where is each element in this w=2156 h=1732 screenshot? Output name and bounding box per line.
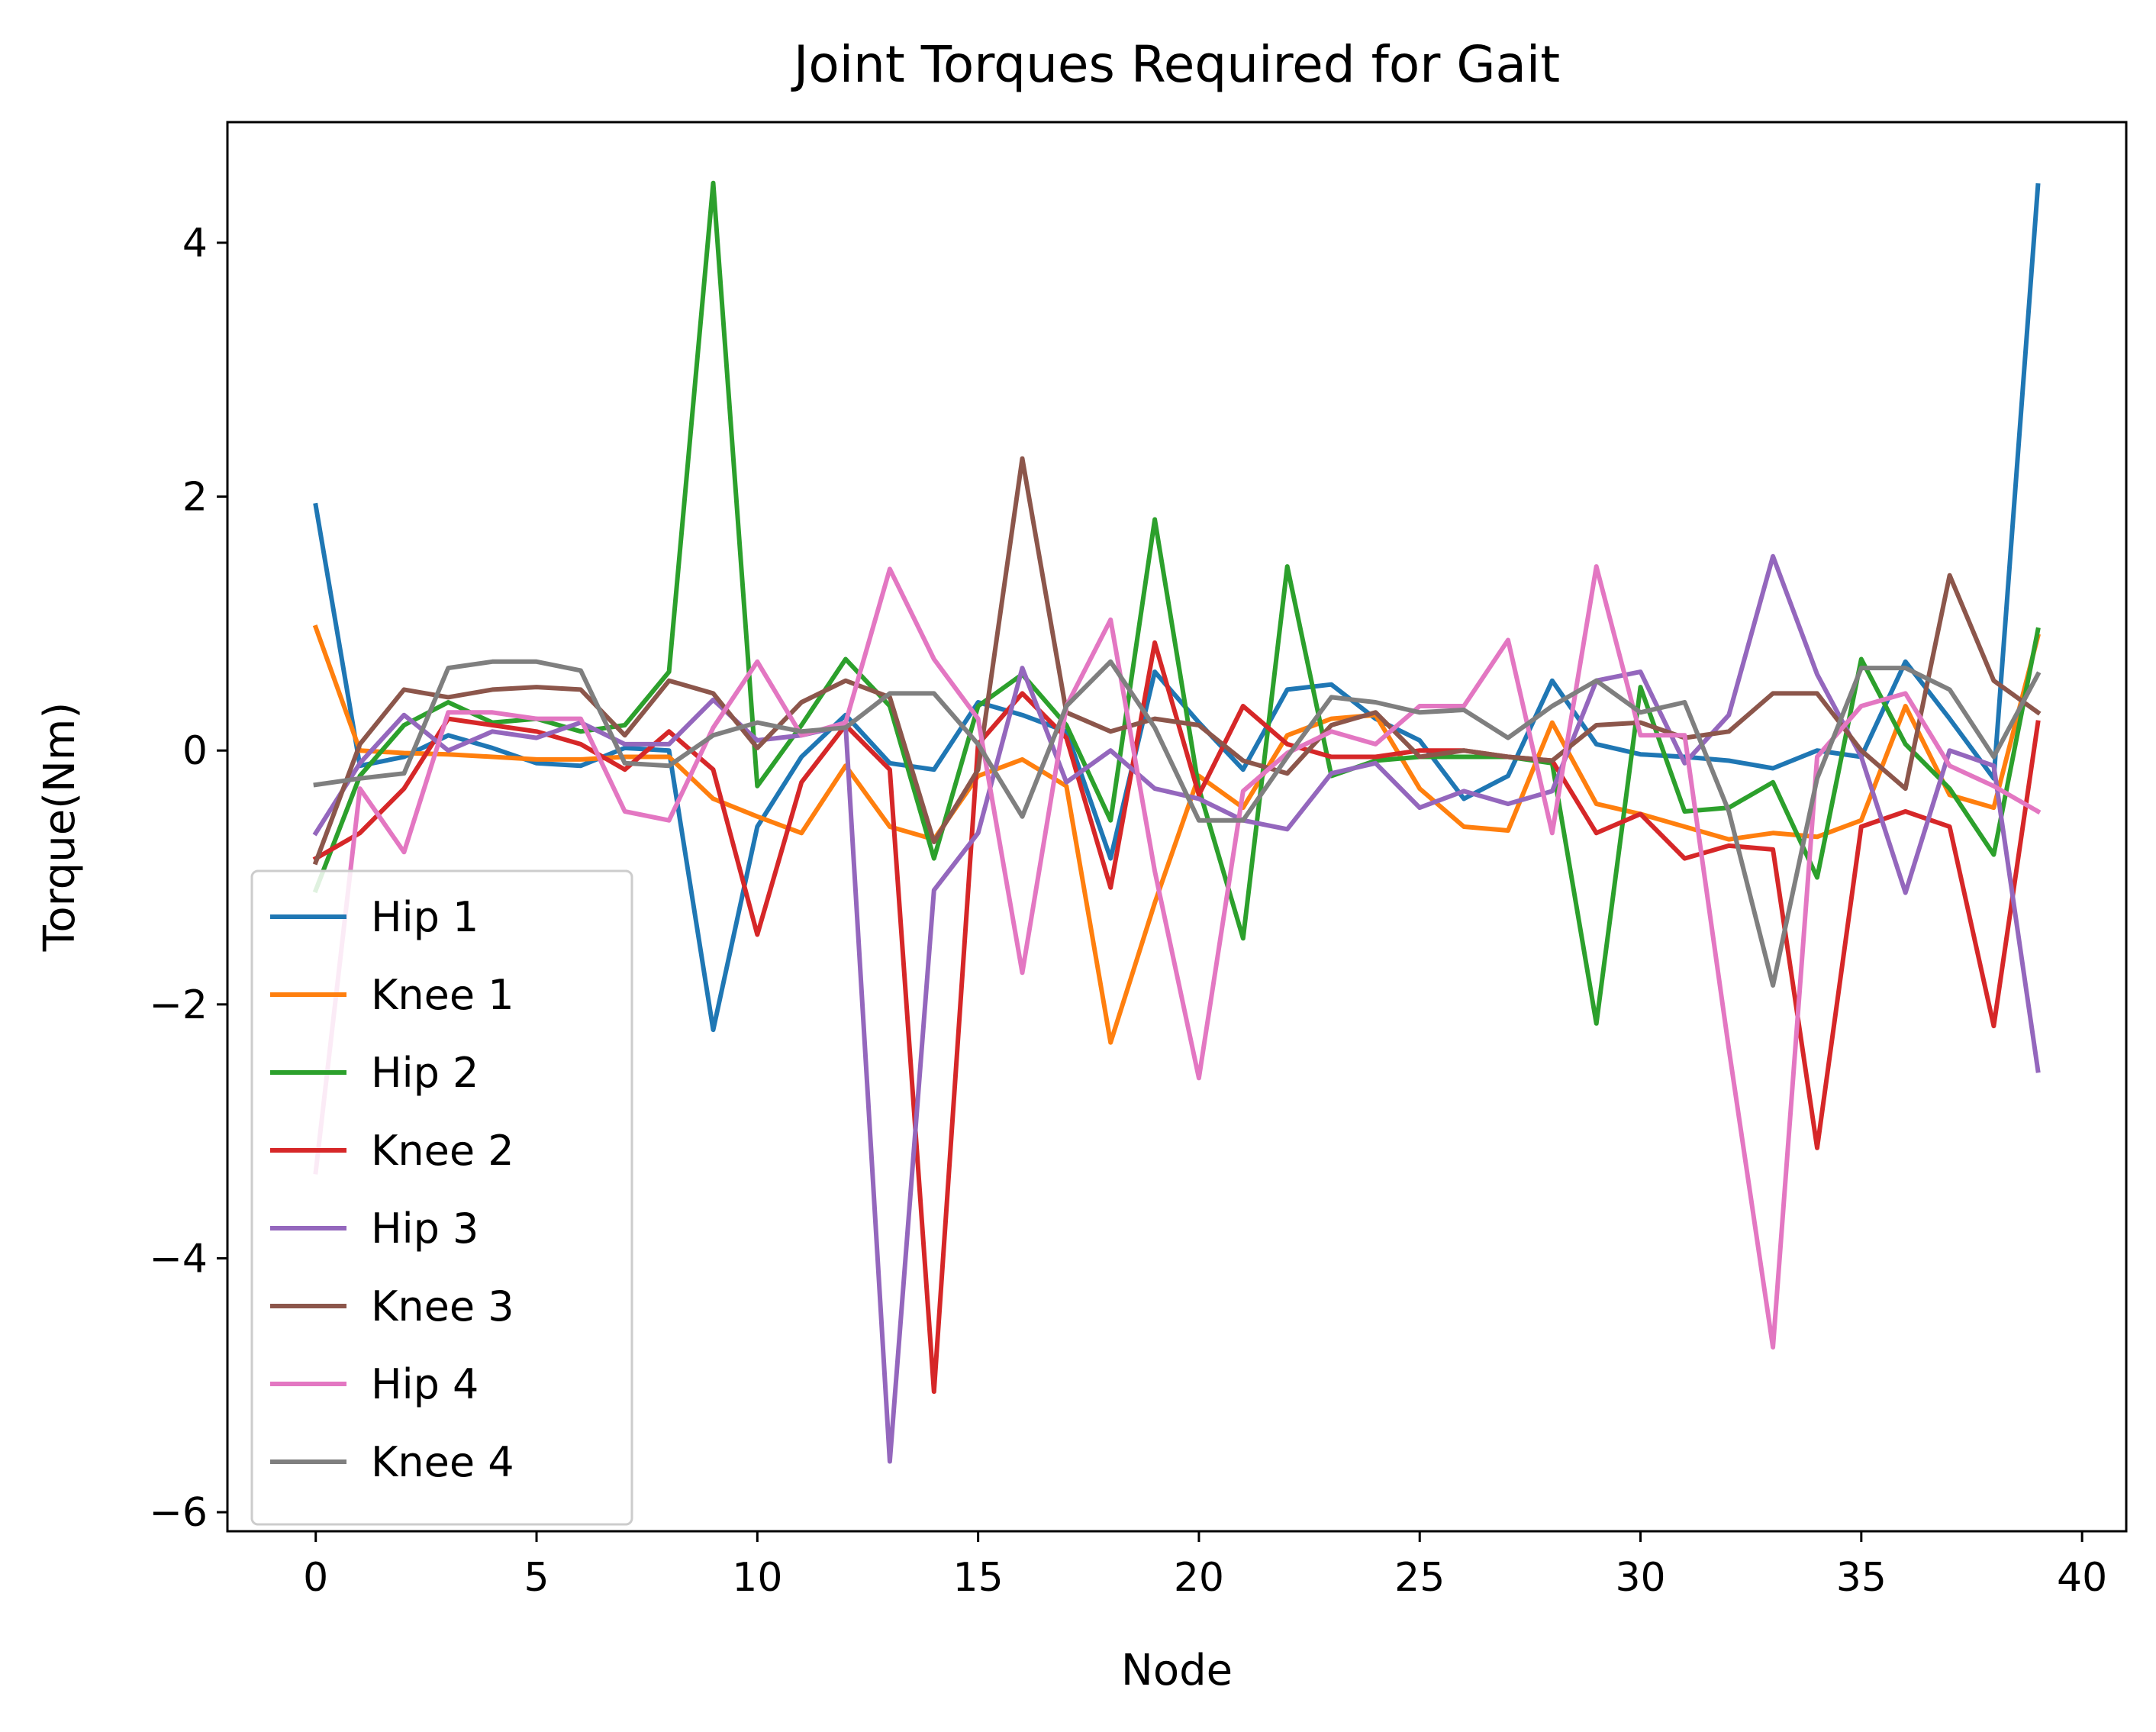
series-line-knee-2 [312,640,2041,1395]
x-tick-label: 35 [1836,1555,1887,1601]
series-layer [312,180,2042,1464]
legend-label: Hip 2 [371,1049,479,1097]
y-tick-label: 0 [182,728,208,774]
x-tick-label: 15 [953,1555,1004,1601]
chart-title: Joint Torques Required for Gait [791,35,1560,94]
legend-label: Knee 2 [371,1127,514,1175]
y-tick-label: 4 [182,221,208,266]
y-tick-label: −4 [149,1236,208,1282]
legend-label: Hip 4 [371,1360,479,1408]
series-line-hip-4 [313,564,2042,1350]
legend-label: Hip 3 [371,1205,479,1253]
x-tick-label: 20 [1174,1555,1224,1601]
legend-box [250,869,633,1526]
x-tick-label: 25 [1394,1555,1445,1601]
y-axis-label: Torque(Nm) [35,702,85,953]
x-tick-label: 10 [732,1555,782,1601]
x-tick-label: 40 [2057,1555,2107,1601]
legend-label: Hip 1 [371,893,479,941]
x-tick-label: 30 [1615,1555,1665,1601]
y-tick-label: 2 [182,475,208,521]
y-axis: −6 −4 −2 0 2 4 [149,221,227,1536]
x-tick-label: 5 [524,1555,549,1601]
series-line-hip-2 [312,180,2041,1026]
legend-label: Knee 1 [371,971,514,1019]
x-axis-label: Node [1121,1646,1233,1695]
series-line-knee-4 [313,659,2042,988]
legend-label: Knee 3 [371,1282,514,1330]
legend-label: Knee 4 [371,1438,514,1486]
y-tick-label: −6 [149,1490,208,1536]
legend: Hip 1 Knee 1 Hip 2 Knee 2 Hip 3 Knee 3 Hip 4 Kn… [250,869,633,1526]
plot-frame [226,121,2128,1533]
x-tick-label: 0 [303,1555,328,1601]
y-tick-label: −2 [149,982,208,1028]
x-axis: 0 5 10 15 20 25 30 35 40 [303,1531,2107,1601]
series-line-hip-3 [312,553,2041,1464]
